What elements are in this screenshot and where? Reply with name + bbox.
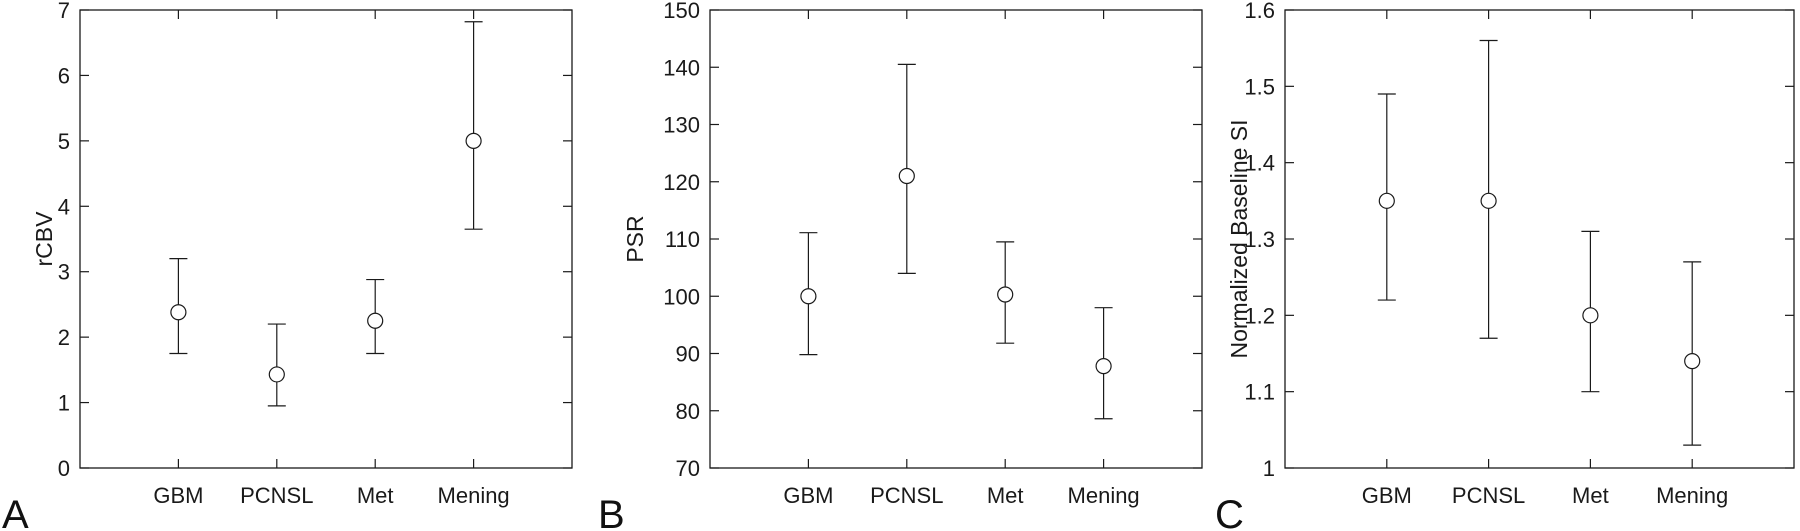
data-point-mening — [465, 132, 482, 149]
y-axis-label: Normalized Baseline SI — [1226, 119, 1252, 358]
y-tick-label: 150 — [663, 0, 700, 23]
data-point-met — [367, 312, 384, 329]
y-tick-label: 110 — [665, 227, 700, 252]
y-tick-label: 2 — [58, 325, 70, 350]
x-tick-label-pcnsl: PCNSL — [240, 483, 313, 508]
y-tick-label: 80 — [676, 399, 700, 424]
error-bar-gbm — [799, 232, 818, 356]
error-bar-pcnsl — [267, 323, 286, 407]
error-bar-met — [366, 278, 385, 355]
x-tick-label-met: Met — [357, 483, 394, 508]
x-tick-label-pcnsl: PCNSL — [1452, 483, 1525, 508]
x-tick-label-gbm: GBM — [1362, 483, 1412, 508]
error-bar-met — [1581, 230, 1600, 393]
y-tick-label: 7 — [58, 0, 70, 23]
y-tick-label: 1.5 — [1244, 74, 1275, 99]
x-tick-label-mening: Mening — [1068, 483, 1140, 508]
chart-panel-a: 0 1 2 3 4 5 6 7 GBM PCNSL Met Mening rCBV A — [2, 0, 573, 531]
y-tick-label: 130 — [663, 113, 700, 138]
y-tick-label: 1.1 — [1244, 380, 1275, 405]
data-point-pcnsl — [898, 167, 915, 185]
y-tick-label: 0 — [58, 456, 70, 481]
y-tick-label: 1.6 — [1244, 0, 1275, 23]
y-tick-label: 140 — [663, 55, 700, 80]
y-tick-label: 70 — [676, 456, 700, 481]
data-point-pcnsl — [268, 366, 285, 383]
error-bar-met — [996, 241, 1015, 344]
data-point-mening — [1684, 353, 1701, 370]
x-tick-label-gbm: GBM — [153, 483, 203, 508]
y-axis-label: PSR — [622, 215, 648, 262]
data-point-gbm — [170, 304, 187, 321]
y-tick-label: 1.3 — [1244, 227, 1275, 252]
data-point-met — [1582, 307, 1599, 324]
x-tick-label-mening: Mening — [1656, 483, 1728, 508]
panel-letter: A — [2, 493, 29, 531]
y-tick-label: 1 — [58, 391, 70, 416]
y-tick-label: 100 — [663, 284, 700, 309]
y-tick-label: 120 — [663, 170, 700, 195]
error-bar-mening — [1094, 307, 1113, 420]
x-tick-label-met: Met — [1572, 483, 1609, 508]
error-bar-pcnsl — [897, 63, 916, 274]
x-tick-label-met: Met — [987, 483, 1024, 508]
y-tick-label: 90 — [676, 342, 700, 367]
data-point-met — [997, 286, 1014, 303]
data-point-mening — [1095, 357, 1112, 375]
y-tick-label: 5 — [58, 129, 70, 154]
error-bar-pcnsl — [1479, 39, 1498, 339]
data-point-gbm — [1378, 192, 1395, 209]
x-tick-label-gbm: GBM — [783, 483, 833, 508]
y-tick-label: 1.4 — [1244, 151, 1275, 176]
y-tick-label: 1 — [1263, 456, 1275, 481]
y-tick-label: 6 — [58, 63, 70, 88]
error-bar-mening — [1683, 261, 1702, 446]
y-tick-label: 1.2 — [1244, 303, 1275, 328]
chart-panel-c: 1 1.1 1.2 1.3 1.4 1.5 1.6 GBM PCNSL Met Mening Norm… — [1215, 0, 1795, 531]
plot-frame — [79, 9, 573, 469]
error-bar-gbm — [169, 258, 188, 355]
panel-letter: B — [598, 493, 625, 531]
y-tick-label: 3 — [58, 260, 70, 285]
data-point-pcnsl — [1480, 192, 1497, 209]
y-tick-label: 4 — [58, 194, 70, 219]
chart-panel-b: 70 80 90 100 110 120 130 140 150 GBM PCNSL Met Menin… — [598, 0, 1203, 531]
x-tick-label-pcnsl: PCNSL — [870, 483, 943, 508]
error-bar-gbm — [1377, 93, 1396, 301]
x-tick-label-mening: Mening — [438, 483, 510, 508]
panel-letter: C — [1215, 493, 1244, 531]
y-axis-label: rCBV — [31, 211, 57, 267]
error-bar-mening — [464, 21, 483, 230]
data-point-gbm — [800, 288, 817, 305]
